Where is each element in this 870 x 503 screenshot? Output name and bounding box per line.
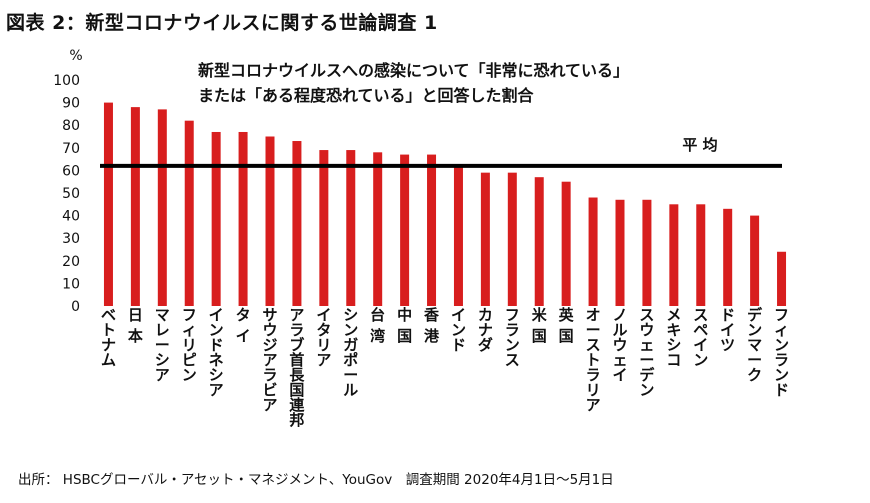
y-tick-label: 10 xyxy=(62,276,80,292)
category-label-9: イタリア xyxy=(316,306,331,369)
bar-13 xyxy=(427,154,437,306)
category-label-5: インドネシア xyxy=(209,306,224,399)
bar-10 xyxy=(346,150,356,306)
bar-18 xyxy=(561,181,571,306)
category-label-11: 台 湾 xyxy=(370,306,385,345)
bar-1 xyxy=(103,102,113,306)
bar-2 xyxy=(130,107,140,307)
category-label-16: フランス xyxy=(505,306,520,369)
bar-7 xyxy=(265,136,275,306)
bar-9 xyxy=(319,150,329,306)
category-label-18: 英 国 xyxy=(559,306,575,345)
average-label: 平 均 xyxy=(682,136,717,154)
average-line-group: 平 均 xyxy=(100,136,782,168)
bar-8 xyxy=(292,141,302,306)
y-tick-label: 30 xyxy=(62,231,80,247)
category-label-3: マレーシア xyxy=(155,306,170,384)
category-label-21: スウェーデン xyxy=(639,306,655,399)
bar-23 xyxy=(696,204,706,306)
bar-6 xyxy=(238,131,248,306)
y-tick-label: 50 xyxy=(62,186,80,202)
category-label-22: メキシコ xyxy=(666,306,681,369)
category-label-24: ドイツ xyxy=(720,306,735,354)
bars-group xyxy=(103,102,787,307)
figure-title: 図表 2：新型コロナウイルスに関する世論調査 1 xyxy=(6,12,438,34)
category-label-19: オーストラリア xyxy=(586,306,601,414)
bar-22 xyxy=(669,204,679,306)
y-tick-label: 70 xyxy=(62,141,80,157)
chart-subtitle: 新型コロナウイルスへの感染について「非常に恐れている」 または「ある程度恐れてい… xyxy=(198,58,629,108)
category-label-23: スペイン xyxy=(693,306,708,369)
bar-20 xyxy=(615,199,625,306)
bar-17 xyxy=(534,177,544,306)
category-label-13: 香 港 xyxy=(424,306,440,345)
y-tick-label: 0 xyxy=(71,299,80,315)
y-tick-label: 90 xyxy=(62,96,80,112)
chart-subtitle-line1: 新型コロナウイルスへの感染について「非常に恐れている」 xyxy=(198,61,630,80)
source-note: 出所： HSBCグローバル・アセット・マネジメント、YouGov 調査期間 20… xyxy=(18,472,614,488)
y-tick-label: 60 xyxy=(62,163,80,179)
y-tick-label: 20 xyxy=(62,254,80,270)
category-label-25: デンマーク xyxy=(747,306,763,384)
category-label-15: カナダ xyxy=(478,306,493,354)
bar-26 xyxy=(777,251,787,306)
category-label-8: アラブ首長国連邦 xyxy=(289,306,305,429)
category-label-20: ノルウェイ xyxy=(612,306,627,384)
bar-3 xyxy=(157,109,167,306)
category-label-26: フィンランド xyxy=(774,306,789,399)
category-label-4: フィリピン xyxy=(182,306,197,384)
bar-21 xyxy=(642,199,652,306)
bar-14 xyxy=(453,165,463,306)
bar-12 xyxy=(400,154,410,306)
category-label-7: サウジアラビア xyxy=(262,306,277,414)
category-label-12: 中 国 xyxy=(397,306,412,345)
category-label-1: ベトナム xyxy=(101,306,116,369)
bar-16 xyxy=(507,172,517,306)
y-tick-label: 80 xyxy=(62,118,80,134)
y-tick-label: 100 xyxy=(53,73,80,89)
y-tick-label: 40 xyxy=(62,209,80,225)
bar-25 xyxy=(750,215,760,306)
bar-5 xyxy=(211,131,221,306)
y-axis-unit-label: % xyxy=(69,48,82,64)
category-label-10: シンガポール xyxy=(343,306,358,399)
bar-24 xyxy=(723,208,733,306)
y-axis: % 0 10 20 30 40 50 60 70 80 90 100 xyxy=(53,48,82,315)
category-label-2: 日 本 xyxy=(128,306,143,345)
bar-15 xyxy=(480,172,490,306)
bar-11 xyxy=(373,152,383,306)
category-label-6: タ イ xyxy=(236,306,251,345)
bar-4 xyxy=(184,120,194,307)
category-label-14: インド xyxy=(451,306,466,354)
category-label-17: 米 国 xyxy=(532,306,548,345)
bar-19 xyxy=(588,197,598,306)
chart-subtitle-line2: または「ある程度恐れている」と回答した割合 xyxy=(198,86,534,105)
